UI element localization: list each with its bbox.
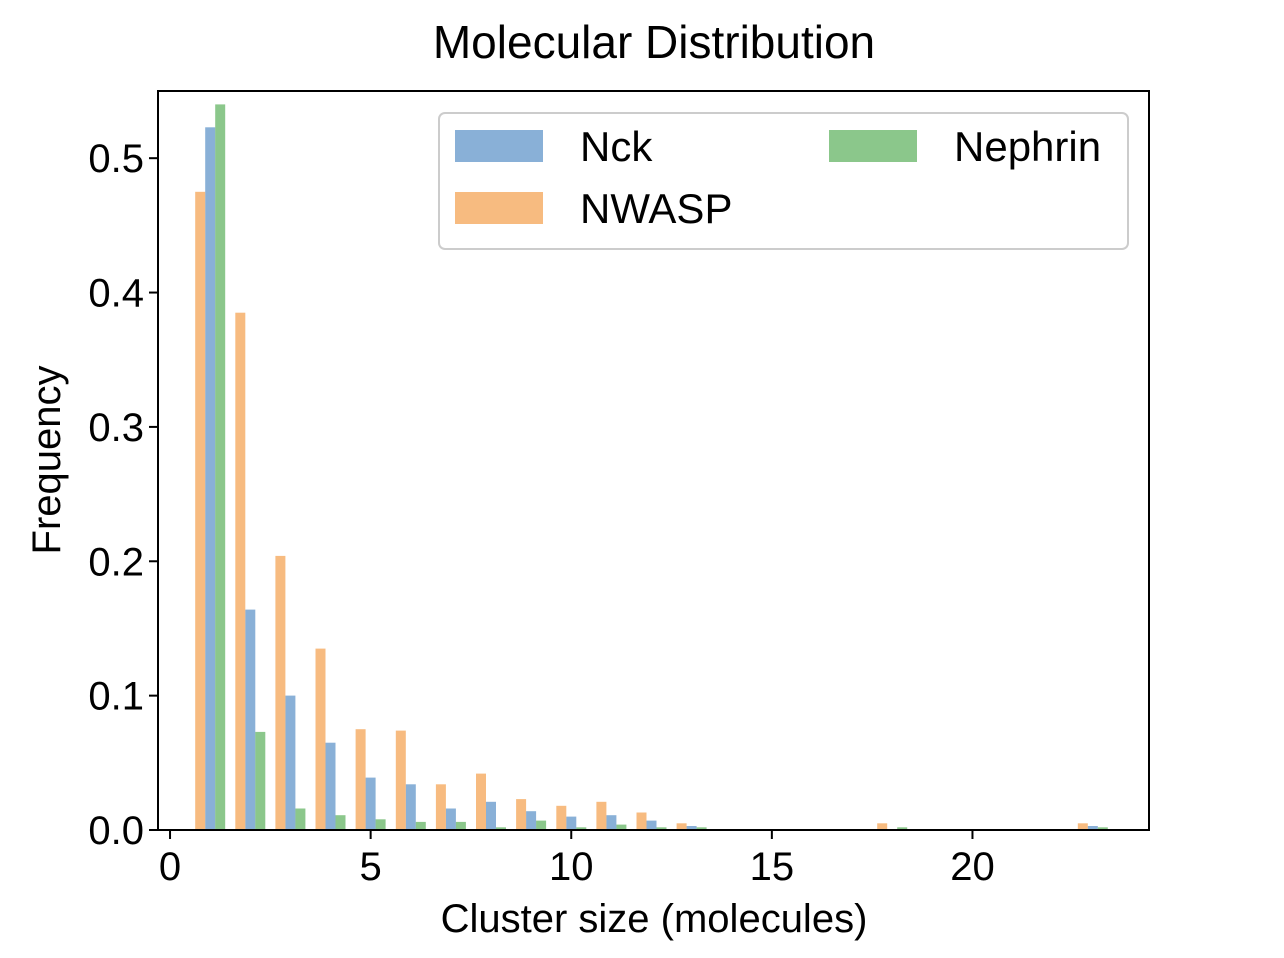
bar-nck-5 — [365, 777, 376, 830]
bar-nwasp-5 — [355, 729, 366, 830]
bar-nwasp-9 — [516, 799, 527, 830]
x-tick-label: 20 — [950, 845, 995, 889]
bar-nck-1 — [205, 127, 216, 831]
x-tick-label: 10 — [549, 845, 594, 889]
bar-nephrin-3 — [295, 808, 306, 830]
bar-nck-12 — [646, 820, 657, 830]
bar-nwasp-23 — [1077, 823, 1088, 830]
bar-nwasp-7 — [435, 784, 446, 830]
bar-nephrin-12 — [656, 827, 667, 830]
bar-nwasp-1 — [195, 191, 206, 831]
bar-nck-7 — [445, 808, 456, 830]
bar-nck-13 — [686, 826, 697, 830]
y-tick-label: 0.4 — [88, 272, 144, 316]
bar-nephrin-18 — [897, 827, 908, 830]
bar-nck-9 — [526, 811, 537, 830]
bar-nck-8 — [486, 801, 496, 830]
x-axis-label: Cluster size (molecules) — [441, 897, 868, 941]
bar-nwasp-11 — [596, 801, 607, 830]
legend-label-nephrin: Nephrin — [954, 123, 1101, 170]
legend-box — [438, 112, 1129, 250]
y-axis-ticks: 0.0 0.1 0.2 0.3 0.4 0.5 — [88, 137, 158, 853]
bar-nck-4 — [325, 742, 336, 830]
bar-nephrin-23 — [1097, 827, 1108, 830]
bar-nwasp-8 — [476, 773, 486, 830]
bar-nephrin-8 — [496, 827, 506, 830]
bar-nwasp-13 — [676, 823, 687, 830]
x-tick-label: 15 — [750, 845, 795, 889]
y-tick-label: 0.1 — [88, 675, 144, 719]
bar-nck-11 — [606, 815, 617, 830]
plot-frame — [157, 90, 1150, 831]
bars-layer — [195, 104, 1108, 831]
bar-nephrin-9 — [536, 820, 547, 830]
legend-label-nwasp: NWASP — [580, 185, 732, 232]
legend-swatch-nephrin — [829, 130, 917, 162]
bar-nwasp-10 — [556, 805, 567, 830]
x-axis-ticks: 0 5 10 15 20 — [159, 830, 995, 889]
bar-nephrin-11 — [616, 824, 627, 830]
legend: Nck NWASP Nephrin — [438, 112, 1129, 250]
x-tick-label: 0 — [159, 845, 181, 889]
legend-label-nck: Nck — [580, 123, 653, 170]
bar-nephrin-5 — [375, 819, 386, 830]
bar-nephrin-4 — [335, 815, 346, 830]
y-axis-label: Frequency — [25, 366, 69, 555]
bar-nwasp-18 — [877, 823, 888, 830]
bar-nephrin-13 — [696, 827, 707, 830]
y-tick-label: 0.5 — [88, 137, 144, 181]
bar-nck-23 — [1087, 826, 1098, 830]
bar-nephrin-7 — [455, 821, 466, 830]
bar-nwasp-4 — [315, 648, 326, 830]
bar-nwasp-6 — [395, 730, 406, 830]
bar-nwasp-3 — [275, 555, 286, 830]
y-tick-label: 0.2 — [88, 540, 144, 584]
bar-nwasp-2 — [235, 312, 246, 830]
bar-nephrin-10 — [576, 827, 587, 830]
y-tick-label: 0.0 — [88, 809, 144, 853]
chart-title: Molecular Distribution — [433, 16, 875, 68]
legend-swatch-nwasp — [455, 192, 543, 224]
bar-nephrin-6 — [415, 821, 426, 830]
bar-nck-10 — [566, 816, 577, 830]
bar-nephrin-1 — [215, 104, 226, 830]
bar-nwasp-12 — [636, 812, 647, 830]
bar-nck-3 — [285, 695, 296, 830]
bar-nck-6 — [405, 784, 416, 830]
bar-nephrin-2 — [255, 731, 266, 830]
bar-nck-2 — [245, 609, 256, 830]
x-tick-label: 5 — [360, 845, 382, 889]
legend-swatch-nck — [455, 130, 543, 162]
y-tick-label: 0.3 — [88, 406, 144, 450]
